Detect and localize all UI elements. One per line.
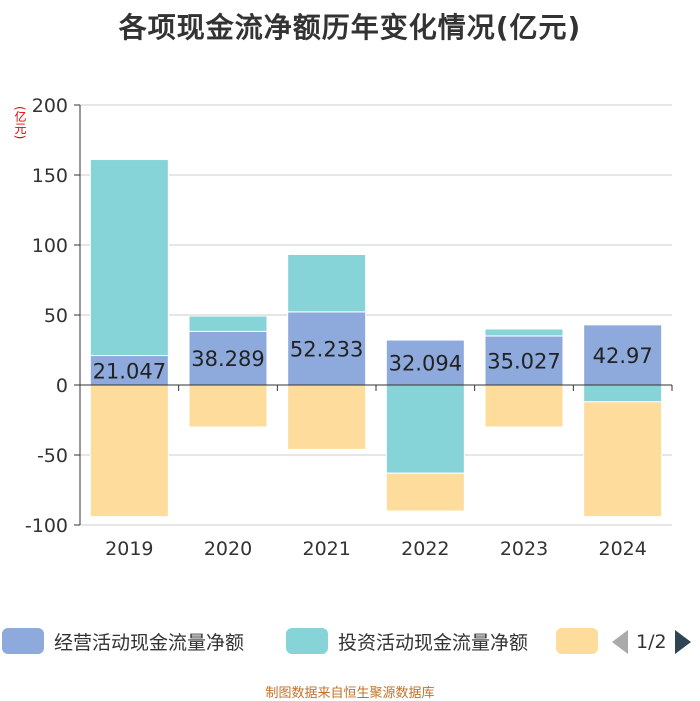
x-tick-label: 2020 [204, 538, 252, 560]
bar-financing-2021 [287, 384, 367, 450]
x-tick-label: 2022 [401, 538, 449, 560]
legend-page-indicator: 1/2 [636, 631, 667, 653]
bar-financing-2022 [385, 472, 465, 512]
chart-title: 各项现金流净额历年变化情况(亿元) [118, 11, 582, 44]
y-tick-label: 100 [32, 235, 68, 257]
bar-operating-2020 [188, 330, 268, 386]
y-tick-label: 150 [32, 165, 68, 187]
x-tick-label: 2019 [105, 538, 153, 560]
bar-investing-2020 [188, 315, 268, 332]
legend-item-operating[interactable]: 经营活动现金流量净额 [2, 626, 244, 656]
bar-investing-2024 [583, 384, 663, 403]
legend: 经营活动现金流量净额 投资活动现金流量净额 [0, 626, 700, 656]
legend-swatch-investing [286, 628, 328, 654]
bar-financing-2023 [484, 384, 564, 428]
x-tick-label: 2021 [302, 538, 350, 560]
bar-financing-2020 [188, 384, 268, 428]
legend-label-operating: 经营活动现金流量净额 [54, 631, 245, 654]
bar-investing-2023 [484, 328, 564, 337]
data-label-operating: 35.027 [487, 349, 560, 373]
bar-operating-2021 [287, 311, 367, 386]
legend-pager: 1/2 [612, 628, 691, 656]
x-tick-label: 2024 [598, 538, 646, 560]
legend-swatch-operating [2, 628, 44, 654]
data-label-operating: 52.233 [290, 337, 363, 361]
chevron-left-icon[interactable] [612, 630, 628, 654]
data-label-operating: 42.97 [593, 344, 653, 368]
chevron-right-icon[interactable] [674, 630, 691, 654]
y-tick-label: 0 [56, 375, 68, 397]
legend-item-financing[interactable] [556, 626, 608, 656]
data-source-note: 制图数据来自恒生聚源数据库 [265, 686, 435, 701]
y-tick-label: 200 [32, 95, 68, 117]
bar-investing-2019 [89, 159, 169, 357]
bar-financing-2024 [583, 401, 663, 518]
bar-investing-2022 [385, 384, 465, 474]
chart-area: 200 150 100 50 0 -50 -100 2019 2020 2021 2022 2023 2… [25, 95, 673, 560]
bar-financing-2019 [89, 384, 169, 518]
bar-operating-2024 [583, 324, 663, 386]
legend-swatch-financing [556, 628, 598, 654]
y-axis-unit-label: (亿元) [13, 106, 27, 140]
legend-item-investing[interactable]: 投资活动现金流量净额 [286, 626, 528, 656]
bar-investing-2021 [287, 253, 367, 313]
y-tick-label: -100 [25, 515, 68, 537]
legend-label-investing: 投资活动现金流量净额 [338, 631, 529, 654]
data-label-operating: 21.047 [93, 359, 166, 383]
y-tick-label: 50 [44, 305, 68, 327]
y-tick-label: -50 [37, 445, 68, 467]
bar-operating-2022 [385, 339, 465, 386]
bar-operating-2019 [89, 355, 169, 386]
x-tick-label: 2023 [500, 538, 548, 560]
data-label-operating: 32.094 [389, 352, 462, 376]
data-label-operating: 38.289 [191, 347, 264, 371]
